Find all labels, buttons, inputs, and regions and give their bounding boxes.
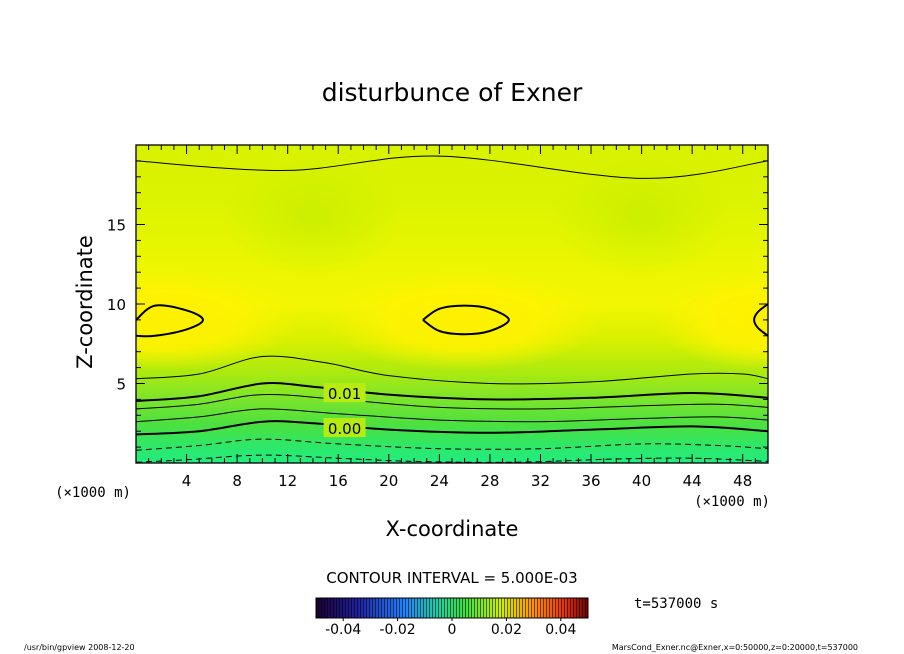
contour-line	[136, 408, 768, 423]
contour-interval-label: CONTOUR INTERVAL = 5.000E-03	[326, 569, 577, 587]
field-maxima	[136, 152, 768, 371]
y-tick-label: 5	[116, 376, 126, 394]
contour-line	[136, 355, 768, 385]
chart-title: disturbunce of Exner	[322, 78, 583, 107]
contour-label-bg	[323, 418, 366, 438]
x-tick-label: 4	[182, 472, 192, 490]
contour-line	[422, 304, 510, 336]
x-tick-label: 28	[480, 472, 499, 490]
colorbar-tick-label: 0.04	[545, 622, 576, 638]
contour-line	[136, 155, 768, 179]
x-tick-label: 32	[531, 472, 550, 490]
x-tick-label: 12	[278, 472, 297, 490]
colorbar-tick-label: -0.02	[379, 622, 415, 638]
contour-line	[136, 382, 768, 402]
colorbar-ticks: -0.04 -0.02 0 0.02 0.04	[325, 618, 576, 638]
colorbar: -0.04 -0.02 0 0.02 0.04	[315, 597, 589, 638]
field-minimum-region	[224, 152, 402, 281]
colorbar-tick-label: 0	[448, 622, 457, 638]
contour-line	[753, 303, 768, 337]
x-tick-label: 8	[232, 472, 242, 490]
x-tick-label: 36	[581, 472, 600, 490]
contour-label-bg	[323, 383, 366, 403]
x-tick-label: 40	[632, 472, 651, 490]
colorbar-tick-label: -0.04	[325, 622, 361, 638]
y-axis-label: Z-coordinate	[73, 235, 97, 369]
x-tick-label: 44	[683, 472, 702, 490]
contour-line	[136, 420, 768, 436]
x-unit-label-left: (×1000 m)	[55, 485, 131, 501]
x-tick-label: 48	[733, 472, 752, 490]
footer-left-text: /usr/bin/gpview 2008-12-20	[24, 643, 135, 652]
field-maximum-region	[325, 269, 604, 371]
contour-labels: 0.01 0.00	[323, 383, 366, 438]
x-axis-label: X-coordinate	[386, 517, 519, 541]
contour-label: 0.00	[328, 420, 361, 438]
y-tick-label: 10	[107, 296, 126, 314]
x-tick-label: 20	[379, 472, 398, 490]
contour-line	[136, 438, 768, 451]
colorbar-stripes	[316, 598, 588, 618]
field-minimum-region	[553, 152, 731, 281]
x-axis-ticks: 4 8 12 16 20 24 28 32 36 40 44 48	[135, 145, 769, 490]
field-maximum-region	[136, 269, 301, 371]
y-tick-label: 15	[107, 217, 126, 235]
contour-line	[136, 304, 205, 338]
x-tick-label: 24	[430, 472, 449, 490]
footer-right-text: MarsCond_Exner.nc@Exner,x=0:50000,z=0:20…	[611, 643, 858, 652]
x-tick-label: 16	[329, 472, 348, 490]
field-maximum-region	[654, 269, 768, 371]
contour-label: 0.01	[328, 385, 361, 403]
plot-area	[136, 145, 768, 463]
y-axis-ticks: 5 10 15	[107, 144, 768, 464]
contour-line	[136, 393, 768, 410]
time-label: t=537000 s	[634, 596, 718, 612]
colorbar-tick-label: 0.02	[491, 622, 522, 638]
x-unit-label-right: (×1000 m)	[694, 494, 770, 510]
